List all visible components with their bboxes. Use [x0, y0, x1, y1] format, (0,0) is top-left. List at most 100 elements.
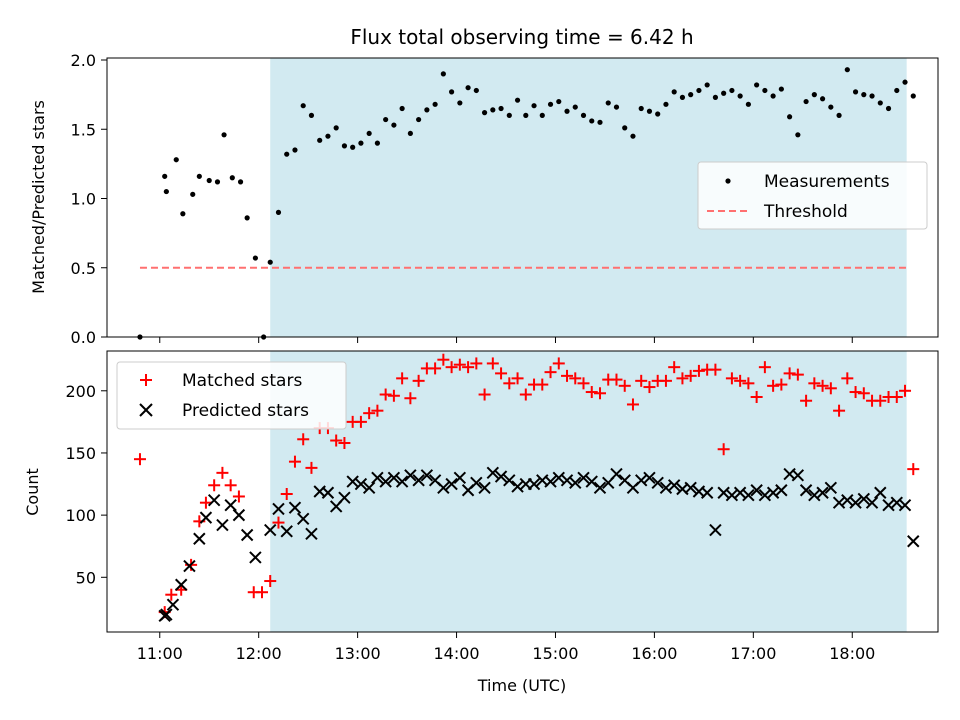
predicted-star-point — [849, 496, 862, 509]
measurement-point — [481, 110, 488, 116]
predicted-star-point — [700, 486, 714, 499]
predicted-star-point — [857, 492, 871, 506]
measurement-point — [556, 98, 562, 105]
top-y-tick-label: 1.5 — [71, 120, 96, 139]
measurement-point — [605, 100, 611, 106]
measurement-point — [498, 105, 504, 112]
predicted-star-point — [544, 475, 557, 488]
measurement-point — [424, 107, 430, 113]
predicted-star-point — [387, 471, 401, 485]
matched-star-point — [412, 374, 425, 387]
predicted-star-point — [183, 559, 196, 573]
predicted-star-point — [240, 528, 254, 542]
predicted-star-point — [560, 474, 574, 487]
predicted-star-point — [832, 496, 846, 509]
matched-star-point — [354, 415, 367, 428]
matched-star-point — [899, 384, 912, 397]
legend-matched-marker — [140, 374, 152, 386]
predicted-star-point — [362, 481, 376, 494]
measurement-point — [399, 105, 405, 112]
measurement-point — [828, 104, 834, 110]
predicted-star-point — [709, 523, 722, 537]
matched-star-point — [734, 374, 747, 387]
predicted-star-point — [166, 598, 180, 611]
matched-star-point — [808, 377, 821, 390]
predicted-star-point — [659, 481, 673, 494]
measurement-point — [539, 112, 545, 118]
measurement-point — [721, 90, 727, 96]
measurement-point — [531, 103, 537, 109]
matched-star-point — [387, 389, 400, 402]
measurement-point — [325, 133, 331, 139]
bottom-x-tick-label: 11:00 — [137, 644, 183, 663]
measurement-point — [902, 79, 908, 85]
predicted-star-point — [193, 532, 206, 545]
measurement-point — [762, 87, 768, 94]
matched-star-point — [503, 377, 516, 390]
matched-star-point — [643, 381, 656, 394]
measurement-point — [432, 101, 438, 107]
matched-star-point — [569, 372, 582, 385]
predicted-star-point — [272, 502, 285, 516]
matched-star-point — [288, 455, 301, 468]
matched-star-point — [767, 379, 780, 392]
matched-star-point — [684, 369, 697, 382]
top-y-tick-label: 1.0 — [71, 190, 96, 209]
matched-star-point — [272, 516, 285, 529]
matched-star-point — [833, 404, 846, 417]
measurement-point — [844, 67, 850, 73]
measurement-point — [770, 93, 776, 99]
predicted-star-point — [610, 467, 623, 481]
measurement-point — [383, 116, 389, 123]
predicted-star-point — [346, 475, 359, 488]
matched-star-point — [544, 366, 557, 379]
measurement-point — [275, 209, 282, 215]
matched-star-point — [338, 437, 351, 450]
measurement-point — [597, 119, 603, 125]
predicted-star-point — [280, 525, 293, 538]
predicted-star-point — [503, 474, 516, 487]
predicted-star-point — [216, 518, 229, 532]
predicted-star-point — [470, 476, 483, 490]
bottom-y-tick-label: 150 — [65, 444, 96, 463]
matched-star-point — [816, 379, 829, 392]
predicted-star-point — [445, 477, 458, 491]
matched-star-point — [199, 496, 212, 509]
top-y-tick-label: 2.0 — [71, 51, 96, 70]
chart-title: Flux total observing time = 6.42 h — [350, 25, 693, 49]
predicted-star-point — [174, 578, 188, 591]
measurement-point — [350, 144, 356, 150]
measurement-point — [416, 116, 422, 123]
matched-star-point — [371, 404, 384, 417]
predicted-star-point — [758, 489, 772, 502]
measurement-point — [638, 105, 644, 112]
predicted-star-point — [651, 476, 664, 490]
bottom-x-tick-label: 17:00 — [730, 644, 776, 663]
measurement-point — [894, 87, 900, 94]
measurement-point — [163, 188, 169, 195]
predicted-star-point — [907, 535, 920, 548]
matched-star-point — [849, 386, 862, 399]
measurement-point — [737, 93, 743, 99]
measurement-point — [267, 259, 273, 265]
legend-predicted-marker — [139, 403, 153, 417]
bottom-highlight-span — [270, 351, 907, 632]
predicted-star-point — [865, 496, 879, 509]
matched-star-point — [429, 362, 442, 375]
measurement-point — [292, 147, 298, 153]
measurement-point — [613, 104, 620, 110]
matched-star-point — [519, 388, 532, 401]
matched-star-point — [610, 373, 623, 386]
measurement-point — [572, 104, 578, 110]
predicted-star-point — [791, 469, 805, 482]
bottom-x-tick-label: 12:00 — [236, 644, 282, 663]
predicted-star-point — [412, 474, 425, 487]
matched-star-point — [437, 353, 450, 366]
matched-star-point — [232, 490, 245, 503]
bottom-plot-frame — [106, 350, 939, 633]
matched-star-point — [717, 443, 730, 456]
matched-star-point — [635, 374, 648, 387]
measurement-point — [869, 93, 875, 99]
measurement-point — [180, 211, 186, 217]
